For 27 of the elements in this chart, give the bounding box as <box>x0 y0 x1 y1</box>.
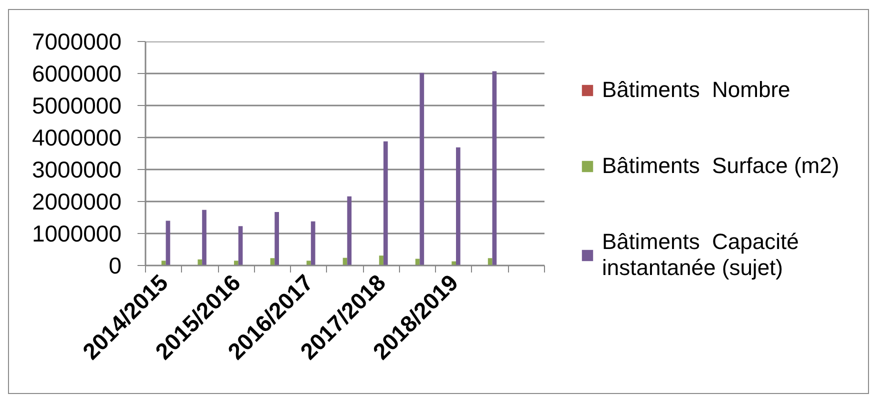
legend-label: Bâtiments Nombre <box>602 77 790 103</box>
bar <box>306 260 311 266</box>
y-tick-label: 6000000 <box>32 60 122 86</box>
y-tick-label: 0 <box>108 252 122 278</box>
y-tick-label: 2000000 <box>32 188 122 214</box>
bar <box>488 258 492 266</box>
bar <box>383 141 388 266</box>
y-tick-label: 7000000 <box>32 28 122 54</box>
y-tick-label: 1000000 <box>32 220 122 246</box>
bar <box>347 196 352 266</box>
y-tick-label: 5000000 <box>32 92 122 118</box>
bar <box>274 212 279 266</box>
bar <box>456 147 460 266</box>
bar <box>234 260 238 266</box>
bar <box>161 260 166 266</box>
bar <box>202 210 206 266</box>
legend-label: Bâtiments Surface (m2) <box>602 153 840 179</box>
bar <box>198 259 202 266</box>
bar <box>238 226 243 266</box>
bar <box>420 72 424 266</box>
bar <box>310 221 316 266</box>
y-tick-label: 4000000 <box>32 124 122 150</box>
legend-label: Bâtiments Capacité instantanée (sujet) <box>602 229 799 281</box>
y-tick-label: 3000000 <box>32 156 122 182</box>
bar <box>166 220 170 266</box>
bar <box>492 71 497 266</box>
bar <box>379 256 384 266</box>
